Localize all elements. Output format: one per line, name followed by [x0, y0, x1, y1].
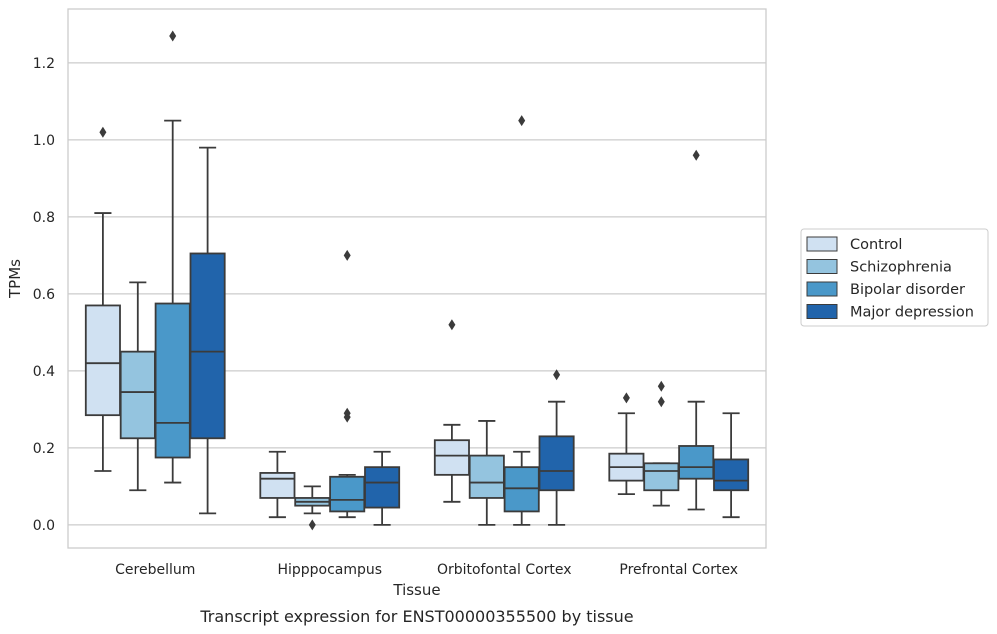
box-major-depression	[189, 146, 226, 515]
iqr-box	[154, 302, 191, 459]
y-tick-label: 0.2	[33, 441, 55, 457]
legend: Control Schizophrenia Bipolar disorder Majo…	[800, 228, 989, 327]
box-schizophrenia	[468, 420, 505, 526]
box-bipolar-disorder	[503, 115, 540, 526]
outlier-point	[622, 392, 630, 404]
iqr-box	[538, 435, 575, 492]
iqr-box	[329, 475, 366, 513]
y-axis-label: TPMs	[6, 259, 24, 299]
box-major-depression	[713, 412, 750, 519]
boxes	[84, 30, 750, 531]
outlier-point	[169, 30, 177, 42]
iqr-box	[364, 466, 401, 509]
iqr-box	[503, 466, 540, 513]
x-tick-label: Orbitofontal Cortex	[437, 562, 572, 578]
legend-swatch	[806, 304, 838, 319]
box-schizophrenia	[643, 380, 680, 507]
outlier-point	[448, 319, 456, 331]
outlier-point	[657, 380, 665, 392]
box-control	[259, 450, 296, 519]
iqr-box	[678, 445, 715, 480]
outlier-point	[657, 396, 665, 408]
box-bipolar-disorder	[154, 30, 191, 484]
outlier-point	[308, 519, 316, 531]
legend-swatch	[806, 281, 838, 297]
y-tick-label: 1.2	[33, 56, 55, 72]
legend-label: Major depression	[850, 305, 974, 321]
box-major-depression	[364, 450, 401, 526]
legend-swatch	[806, 259, 838, 274]
legend-swatch	[806, 236, 838, 252]
iqr-box	[433, 439, 470, 476]
iqr-box	[189, 252, 226, 440]
iqr-box	[468, 454, 505, 499]
box-major-depression	[538, 369, 575, 526]
x-tick-label: Prefrontal Cortex	[619, 562, 738, 578]
iqr-box	[259, 472, 296, 499]
outlier-point	[518, 115, 526, 127]
outlier-point	[99, 126, 107, 138]
chart-caption: Transcript expression for ENST0000035550…	[199, 607, 633, 626]
outlier-point	[343, 407, 351, 419]
x-axis-label: Tissue	[392, 581, 440, 599]
x-tick-label: Cerebellum	[115, 562, 195, 578]
x-tick-label: Hipppocampus	[277, 562, 382, 578]
legend-label: Control	[850, 237, 902, 253]
iqr-box	[643, 462, 680, 492]
iqr-box	[84, 304, 121, 417]
y-tick-label: 1.0	[33, 133, 55, 149]
y-tick-label: 0.0	[33, 518, 55, 534]
box-schizophrenia	[119, 281, 156, 492]
y-tick-label: 0.4	[33, 364, 55, 380]
iqr-box	[713, 458, 750, 492]
x-tick-labels: Cerebellum Hipppocampus Orbitofontal Corte…	[115, 562, 738, 578]
plot-area-frame	[67, 8, 767, 549]
y-tick-label: 0.8	[33, 210, 55, 226]
legend-frame	[800, 228, 989, 327]
box-control	[608, 392, 645, 496]
y-tick-label: 0.6	[33, 287, 55, 303]
iqr-box	[119, 350, 156, 440]
legend-label: Bipolar disorder	[850, 282, 965, 298]
box-bipolar-disorder	[678, 149, 715, 511]
outlier-point	[553, 369, 561, 381]
y-tick-labels: 0.0 0.2 0.4 0.6 0.8 1.0 1.2	[33, 56, 55, 534]
box-schizophrenia	[294, 485, 331, 531]
outlier-point	[343, 249, 351, 261]
outlier-point	[692, 149, 700, 161]
legend-label: Schizophrenia	[850, 260, 952, 276]
